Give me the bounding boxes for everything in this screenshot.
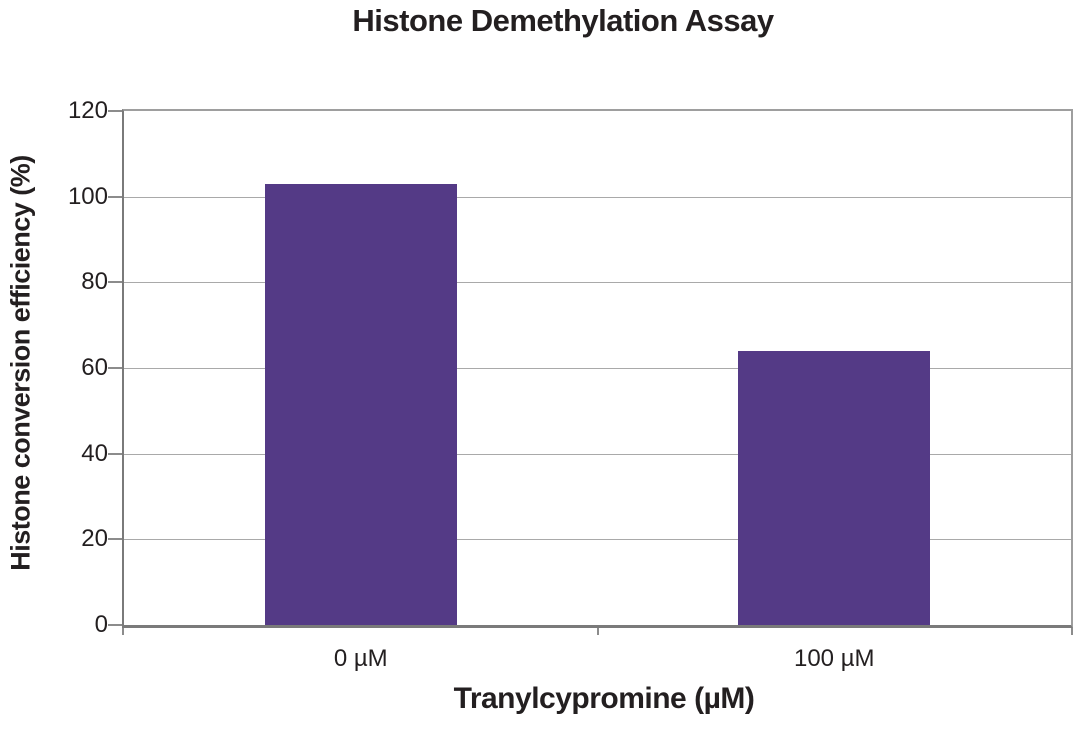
bar-100-µm	[738, 351, 930, 625]
gridline-y-20	[124, 539, 1071, 541]
y-tick-mark-80	[108, 281, 122, 284]
x-tick-label-1: 100 µM	[793, 645, 875, 672]
gridline-y-60	[124, 368, 1071, 369]
x-tick-mark-1	[597, 628, 599, 635]
y-tick-label-80: 80	[81, 268, 108, 296]
x-tick-label-0: 0 µM	[333, 645, 388, 672]
y-tick-label-100: 100	[67, 182, 108, 210]
y-tick-mark-20	[108, 538, 122, 541]
x-tick-mark-0	[122, 628, 124, 635]
plot-area	[122, 109, 1073, 628]
gridline-y-40	[124, 453, 1071, 455]
y-tick-mark-40	[108, 452, 122, 455]
x-axis-label: Tranylcypromine (µM)	[453, 682, 755, 715]
bar-0-µm	[265, 184, 457, 625]
chart-title: Histone Demethylation Assay	[352, 3, 774, 38]
y-tick-mark-0	[108, 624, 122, 626]
y-tick-label-120: 120	[67, 97, 108, 124]
y-tick-mark-100	[108, 195, 122, 198]
y-tick-label-0: 0	[94, 611, 108, 638]
y-tick-label-20: 20	[81, 525, 108, 553]
gridline-y-80	[124, 282, 1071, 284]
x-tick-mark-2	[1071, 628, 1073, 635]
y-tick-label-60: 60	[81, 354, 108, 381]
y-tick-label-40: 40	[81, 439, 108, 467]
y-tick-mark-60	[108, 367, 122, 369]
y-tick-mark-120	[108, 110, 122, 112]
gridline-y-100	[124, 196, 1071, 198]
